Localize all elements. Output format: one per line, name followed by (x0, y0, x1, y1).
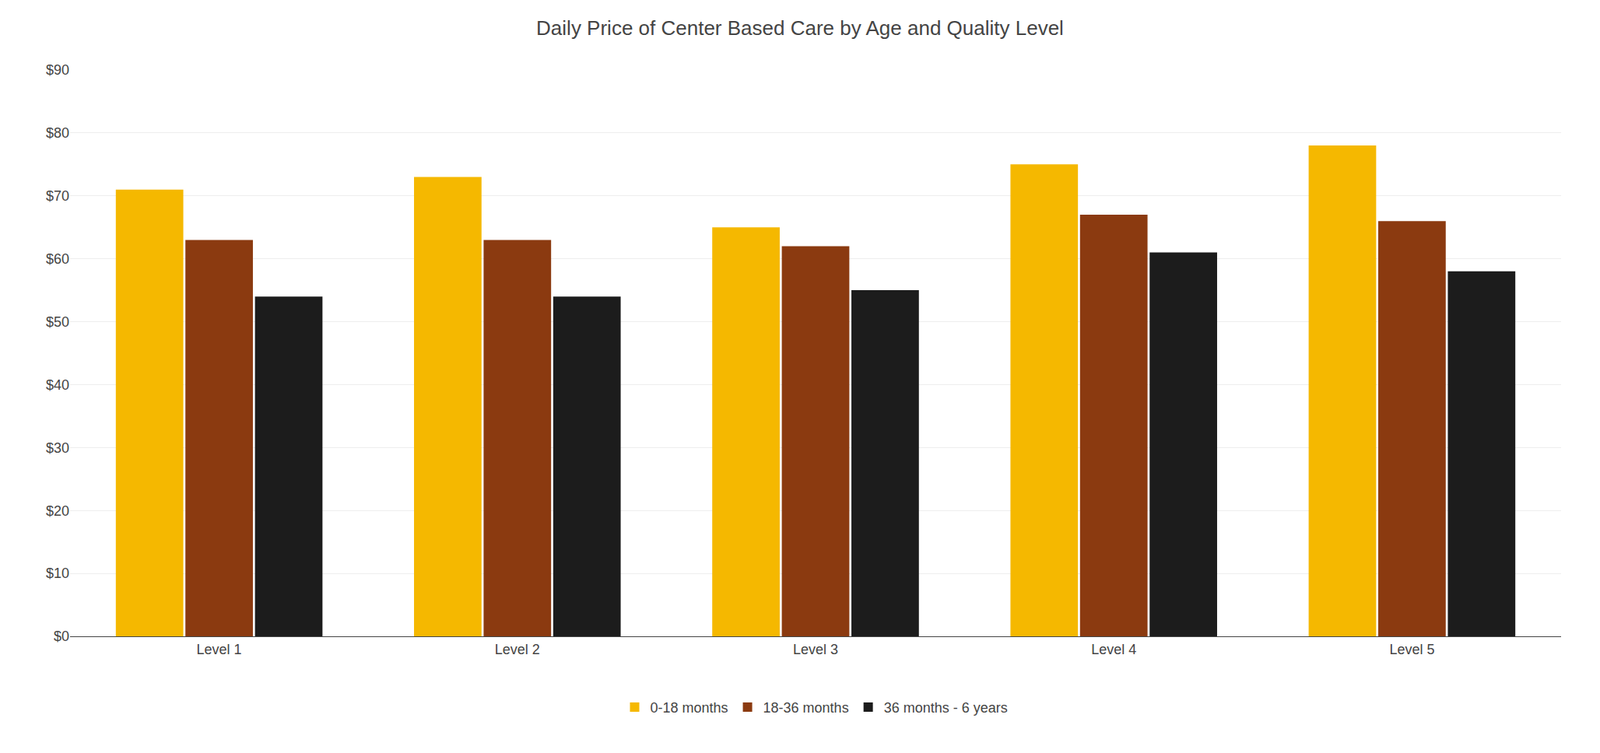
svg-text:Level 1: Level 1 (196, 642, 243, 658)
svg-text:$90: $90 (45, 62, 70, 78)
svg-text:18-36 months: 18-36 months (763, 700, 850, 716)
svg-text:$80: $80 (45, 125, 70, 141)
svg-text:Level 4: Level 4 (1091, 642, 1137, 658)
svg-text:36 months - 6 years: 36 months - 6 years (884, 700, 1008, 716)
svg-text:Daily Price of Center Based Ca: Daily Price of Center Based Care by Age … (536, 16, 1064, 40)
svg-text:$0: $0 (53, 628, 70, 645)
svg-text:Level 3: Level 3 (792, 642, 839, 658)
svg-text:$10: $10 (45, 565, 70, 582)
svg-text:Level 2: Level 2 (494, 642, 541, 658)
svg-text:$60: $60 (45, 251, 70, 267)
svg-text:Level 5: Level 5 (1389, 642, 1435, 658)
svg-text:$40: $40 (45, 377, 70, 393)
svg-text:$70: $70 (45, 188, 70, 204)
svg-text:$30: $30 (45, 440, 70, 457)
svg-text:$50: $50 (45, 314, 70, 330)
svg-text:0-18 months: 0-18 months (650, 700, 729, 716)
svg-text:$20: $20 (45, 503, 70, 520)
